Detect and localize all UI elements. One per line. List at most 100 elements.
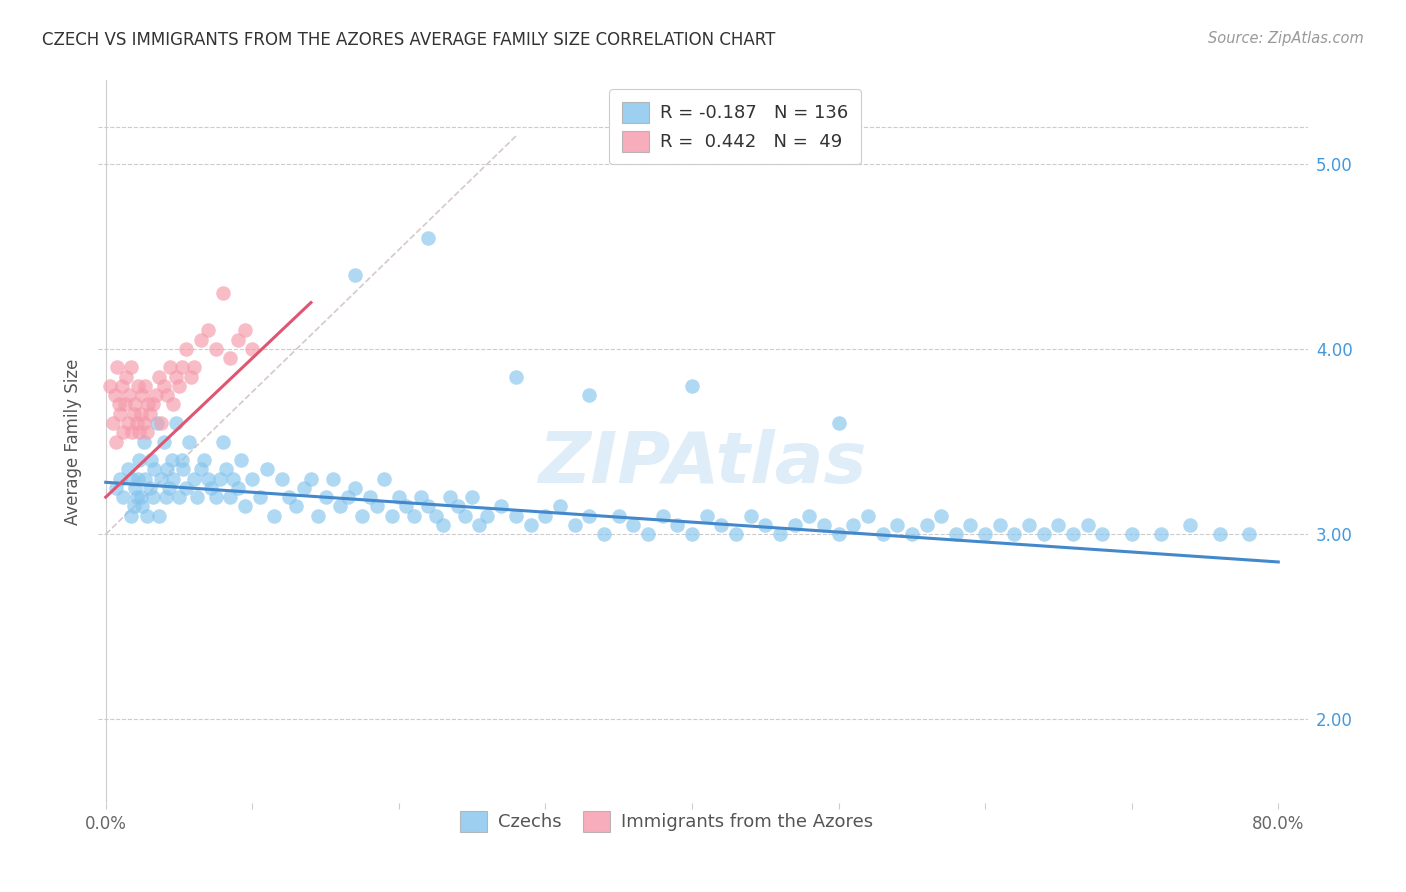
Point bbox=[135, 425, 157, 440]
Point bbox=[131, 388, 153, 402]
Point bbox=[193, 453, 215, 467]
Point bbox=[226, 333, 249, 347]
Point bbox=[249, 490, 271, 504]
Point bbox=[418, 231, 440, 245]
Point bbox=[112, 425, 135, 440]
Point bbox=[167, 490, 190, 504]
Point bbox=[197, 472, 219, 486]
Point bbox=[160, 453, 183, 467]
Point bbox=[125, 490, 148, 504]
Point bbox=[1032, 527, 1054, 541]
Point bbox=[128, 453, 150, 467]
Point bbox=[170, 360, 193, 375]
Point bbox=[110, 407, 132, 421]
Point bbox=[183, 472, 205, 486]
Point bbox=[813, 517, 835, 532]
Point bbox=[352, 508, 374, 523]
Point bbox=[142, 490, 165, 504]
Y-axis label: Average Family Size: Average Family Size bbox=[65, 359, 83, 524]
Point bbox=[1208, 527, 1230, 541]
Point bbox=[1150, 527, 1173, 541]
Point bbox=[155, 490, 177, 504]
Point bbox=[395, 500, 418, 514]
Point bbox=[209, 472, 232, 486]
Point bbox=[263, 508, 285, 523]
Point bbox=[270, 472, 292, 486]
Point bbox=[215, 462, 238, 476]
Point bbox=[292, 481, 315, 495]
Point bbox=[132, 416, 155, 430]
Point bbox=[740, 508, 762, 523]
Point bbox=[299, 472, 322, 486]
Point bbox=[120, 508, 142, 523]
Point bbox=[222, 472, 245, 486]
Point bbox=[138, 407, 160, 421]
Point bbox=[402, 508, 425, 523]
Point bbox=[769, 527, 792, 541]
Point bbox=[710, 517, 733, 532]
Point bbox=[754, 517, 776, 532]
Point bbox=[446, 500, 468, 514]
Point bbox=[136, 397, 159, 411]
Point bbox=[799, 508, 821, 523]
Point bbox=[127, 472, 149, 486]
Point bbox=[637, 527, 659, 541]
Point bbox=[127, 379, 149, 393]
Point bbox=[229, 453, 252, 467]
Point bbox=[366, 500, 388, 514]
Point bbox=[1121, 527, 1143, 541]
Point bbox=[103, 388, 125, 402]
Point bbox=[974, 527, 997, 541]
Point bbox=[409, 490, 432, 504]
Point bbox=[156, 462, 179, 476]
Point bbox=[153, 379, 176, 393]
Point bbox=[240, 342, 263, 356]
Point bbox=[621, 517, 644, 532]
Point bbox=[129, 490, 152, 504]
Point bbox=[150, 416, 173, 430]
Point bbox=[150, 472, 173, 486]
Point bbox=[143, 462, 166, 476]
Point bbox=[98, 379, 121, 393]
Point bbox=[162, 397, 184, 411]
Point bbox=[108, 397, 131, 411]
Point bbox=[121, 472, 143, 486]
Point bbox=[240, 472, 263, 486]
Point bbox=[165, 369, 187, 384]
Point bbox=[128, 425, 150, 440]
Point bbox=[454, 508, 477, 523]
Point bbox=[131, 500, 153, 514]
Point bbox=[666, 517, 689, 532]
Point bbox=[380, 508, 402, 523]
Point bbox=[148, 369, 170, 384]
Point bbox=[107, 360, 129, 375]
Point bbox=[461, 490, 484, 504]
Point bbox=[651, 508, 673, 523]
Point bbox=[578, 388, 600, 402]
Point bbox=[105, 434, 128, 449]
Point bbox=[117, 462, 139, 476]
Point bbox=[1077, 517, 1099, 532]
Point bbox=[432, 517, 454, 532]
Point bbox=[124, 397, 146, 411]
Point bbox=[593, 527, 616, 541]
Point bbox=[180, 369, 202, 384]
Point bbox=[315, 490, 337, 504]
Point bbox=[681, 379, 703, 393]
Point bbox=[212, 286, 235, 301]
Point bbox=[1237, 527, 1260, 541]
Point bbox=[110, 472, 132, 486]
Point bbox=[505, 508, 527, 523]
Point bbox=[307, 508, 329, 523]
Point bbox=[176, 342, 198, 356]
Point bbox=[226, 481, 249, 495]
Point bbox=[115, 369, 138, 384]
Point bbox=[117, 416, 139, 430]
Point bbox=[219, 490, 242, 504]
Point bbox=[124, 481, 146, 495]
Point bbox=[190, 462, 212, 476]
Point bbox=[121, 425, 143, 440]
Point bbox=[148, 508, 170, 523]
Point bbox=[233, 323, 256, 337]
Point bbox=[146, 416, 169, 430]
